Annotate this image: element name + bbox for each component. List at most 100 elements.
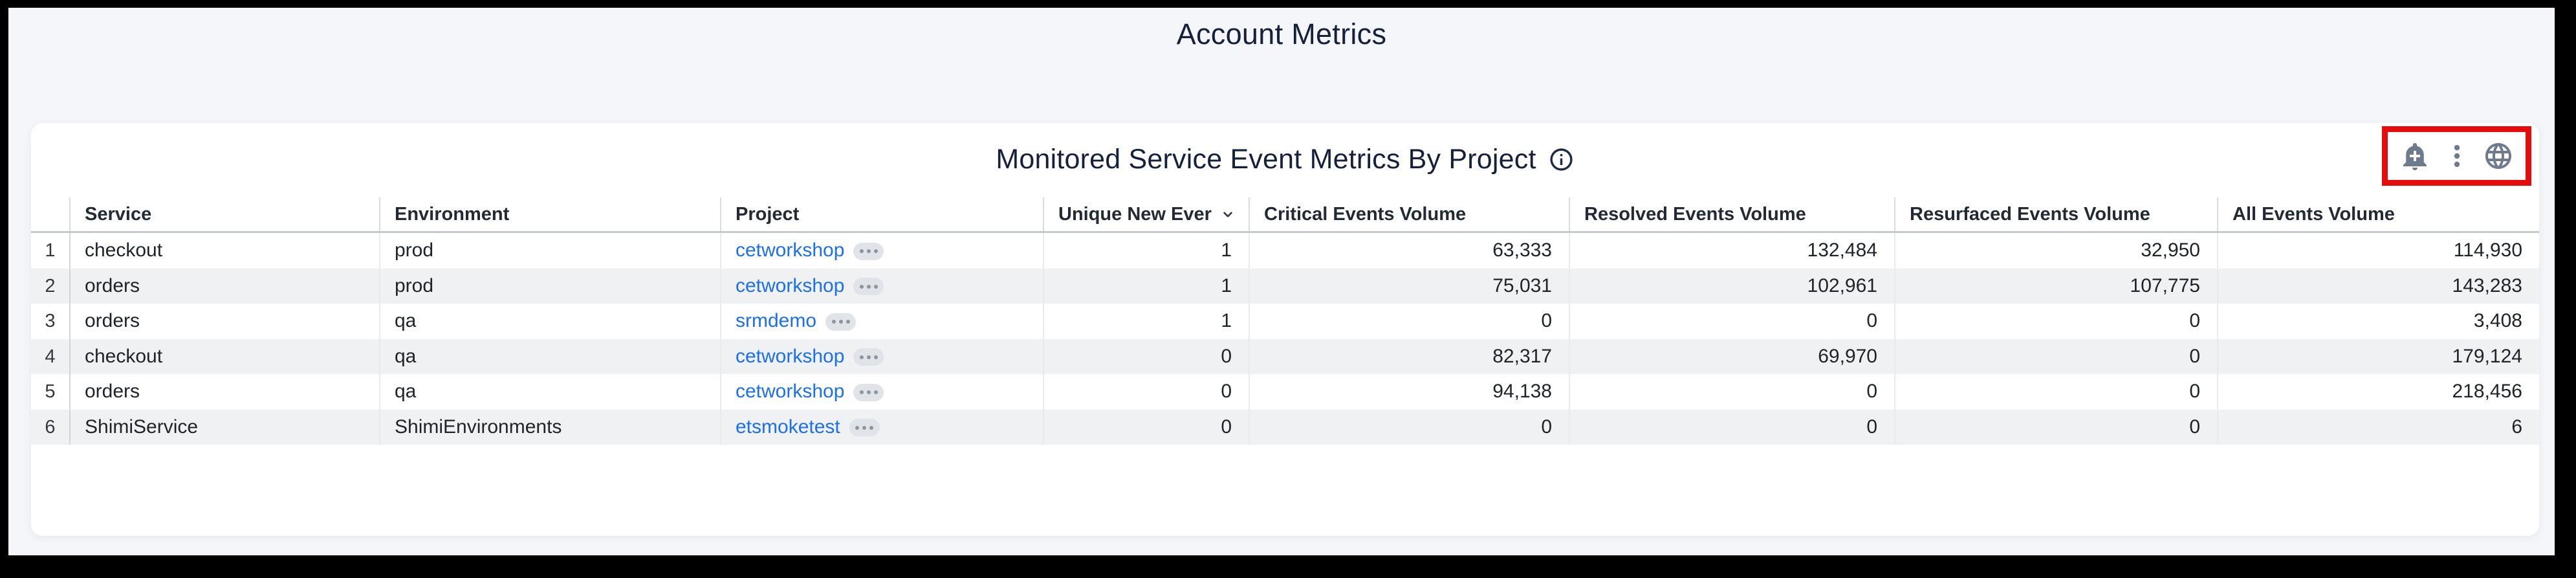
- cell-all: 143,283: [2217, 268, 2539, 304]
- cell-environment: ShimiEnvironments: [379, 409, 720, 445]
- cell-resolved: 0: [1569, 374, 1894, 410]
- column-header-service[interactable]: Service: [69, 197, 379, 231]
- cell-environment: qa: [379, 339, 720, 374]
- cell-critical: 75,031: [1249, 268, 1569, 304]
- cell-resolved: 132,484: [1569, 233, 1894, 269]
- project-link[interactable]: cetworkshop: [736, 345, 845, 367]
- cell-all: 179,124: [2217, 339, 2539, 374]
- cell-resurfaced: 32,950: [1894, 233, 2217, 269]
- widget-card: Monitored Service Event Metrics By Proje…: [31, 123, 2539, 536]
- project-link[interactable]: cetworkshop: [736, 274, 845, 296]
- cell-project: cetworkshop: [720, 233, 1043, 269]
- cell-num: 1: [45, 240, 56, 261]
- cell-environment: qa: [379, 374, 720, 410]
- cell-all: 3,408: [2217, 304, 2539, 339]
- cell-critical: 63,333: [1249, 233, 1569, 269]
- sort-desc-icon[interactable]: [1219, 206, 1236, 223]
- cell-project: cetworkshop: [720, 339, 1043, 374]
- cell-unique_new: 0: [1043, 409, 1249, 445]
- cell-num: 6: [45, 416, 56, 438]
- cell-unique_new: 0: [1043, 339, 1249, 374]
- cell-critical: 94,138: [1249, 374, 1569, 410]
- cell-unique_new: 1: [1043, 268, 1249, 304]
- table-row: 4 checkout qa cetworkshop 0 82,317 69,970 0 179,…: [31, 339, 2539, 374]
- project-more-pill[interactable]: [853, 278, 884, 296]
- cell-resurfaced: 0: [1894, 374, 2217, 410]
- cell-project: srmdemo: [720, 304, 1043, 339]
- add-alert-icon[interactable]: [2399, 140, 2430, 172]
- project-more-pill[interactable]: [825, 313, 857, 331]
- dashboard-screen: Account Metrics Monitored Service Event …: [8, 8, 2555, 555]
- column-header-critical[interactable]: Critical Events Volume: [1249, 197, 1569, 231]
- project-more-pill[interactable]: [853, 242, 884, 260]
- cell-all: 6: [2217, 409, 2539, 445]
- cell-service: orders: [69, 304, 379, 339]
- annotation-red-box: [2382, 126, 2531, 186]
- cell-project: etsmoketest: [720, 409, 1043, 445]
- cell-all: 218,456: [2217, 374, 2539, 410]
- project-link[interactable]: srmdemo: [736, 310, 817, 331]
- cell-service: checkout: [69, 339, 379, 374]
- column-header-label: Unique New Ever: [1058, 204, 1212, 225]
- metrics-table: Service Environment Project Unique New Ever…: [31, 197, 2539, 445]
- info-icon[interactable]: [1548, 146, 1575, 173]
- page-title: Account Metrics: [1176, 17, 1387, 50]
- cell-service: orders: [69, 374, 379, 410]
- column-header-num: [31, 197, 69, 231]
- cell-num: 4: [45, 346, 56, 367]
- table-body: 1 checkout prod cetworkshop 1 63,333 132,484 32…: [31, 233, 2539, 445]
- column-header-label: Environment: [395, 204, 510, 225]
- cell-service: orders: [69, 268, 379, 304]
- column-header-unique_new[interactable]: Unique New Ever: [1043, 197, 1249, 231]
- column-header-label: Resolved Events Volume: [1584, 204, 1806, 225]
- project-link[interactable]: cetworkshop: [736, 381, 845, 402]
- column-header-resurfaced[interactable]: Resurfaced Events Volume: [1894, 197, 2217, 231]
- column-header-label: All Events Volume: [2232, 204, 2395, 225]
- cell-project: cetworkshop: [720, 268, 1043, 304]
- cell-service: ShimiService: [69, 409, 379, 445]
- cell-critical: 0: [1249, 409, 1569, 445]
- cell-environment: prod: [379, 233, 720, 269]
- widget-title-row: Monitored Service Event Metrics By Proje…: [31, 140, 2539, 179]
- column-header-label: Project: [736, 204, 800, 225]
- cell-resolved: 0: [1569, 304, 1894, 339]
- widget-title: Monitored Service Event Metrics By Proje…: [996, 143, 1536, 175]
- table-row: 3 orders qa srmdemo 1 0 0 0 3,408: [31, 304, 2539, 339]
- project-link[interactable]: etsmoketest: [736, 416, 840, 438]
- cell-resolved: 0: [1569, 409, 1894, 445]
- cell-resurfaced: 107,775: [1894, 268, 2217, 304]
- cell-num: 2: [45, 275, 56, 296]
- project-more-pill[interactable]: [853, 348, 884, 366]
- cell-unique_new: 1: [1043, 304, 1249, 339]
- cell-environment: qa: [379, 304, 720, 339]
- column-header-label: Resurfaced Events Volume: [1910, 204, 2150, 225]
- globe-icon[interactable]: [2483, 140, 2514, 172]
- cell-resolved: 102,961: [1569, 268, 1894, 304]
- cell-resolved: 69,970: [1569, 339, 1894, 374]
- project-more-pill[interactable]: [849, 419, 880, 437]
- kebab-menu-icon[interactable]: [2443, 142, 2471, 170]
- cell-num: 3: [45, 311, 56, 331]
- cell-num: 5: [45, 381, 56, 402]
- table-row: 1 checkout prod cetworkshop 1 63,333 132,484 32…: [31, 233, 2539, 269]
- column-header-environment[interactable]: Environment: [379, 197, 720, 231]
- column-header-project[interactable]: Project: [720, 197, 1043, 231]
- cell-service: checkout: [69, 233, 379, 269]
- table-row: 5 orders qa cetworkshop 0 94,138 0 0 218,456: [31, 374, 2539, 410]
- cell-critical: 0: [1249, 304, 1569, 339]
- project-link[interactable]: cetworkshop: [736, 239, 845, 261]
- cell-resurfaced: 0: [1894, 409, 2217, 445]
- cell-critical: 82,317: [1249, 339, 1569, 374]
- cell-unique_new: 1: [1043, 233, 1249, 269]
- column-header-all[interactable]: All Events Volume: [2217, 197, 2539, 231]
- project-more-pill[interactable]: [853, 383, 884, 401]
- table-row: 6 ShimiService ShimiEnvironments etsmoketes…: [31, 409, 2539, 445]
- cell-all: 114,930: [2217, 233, 2539, 269]
- cell-environment: prod: [379, 268, 720, 304]
- cell-unique_new: 0: [1043, 374, 1249, 410]
- column-header-label: Critical Events Volume: [1264, 204, 1467, 225]
- column-header-resolved[interactable]: Resolved Events Volume: [1569, 197, 1894, 231]
- table-row: 2 orders prod cetworkshop 1 75,031 102,961 107,…: [31, 268, 2539, 304]
- table-header-row: Service Environment Project Unique New Ever…: [31, 197, 2539, 233]
- cell-project: cetworkshop: [720, 374, 1043, 410]
